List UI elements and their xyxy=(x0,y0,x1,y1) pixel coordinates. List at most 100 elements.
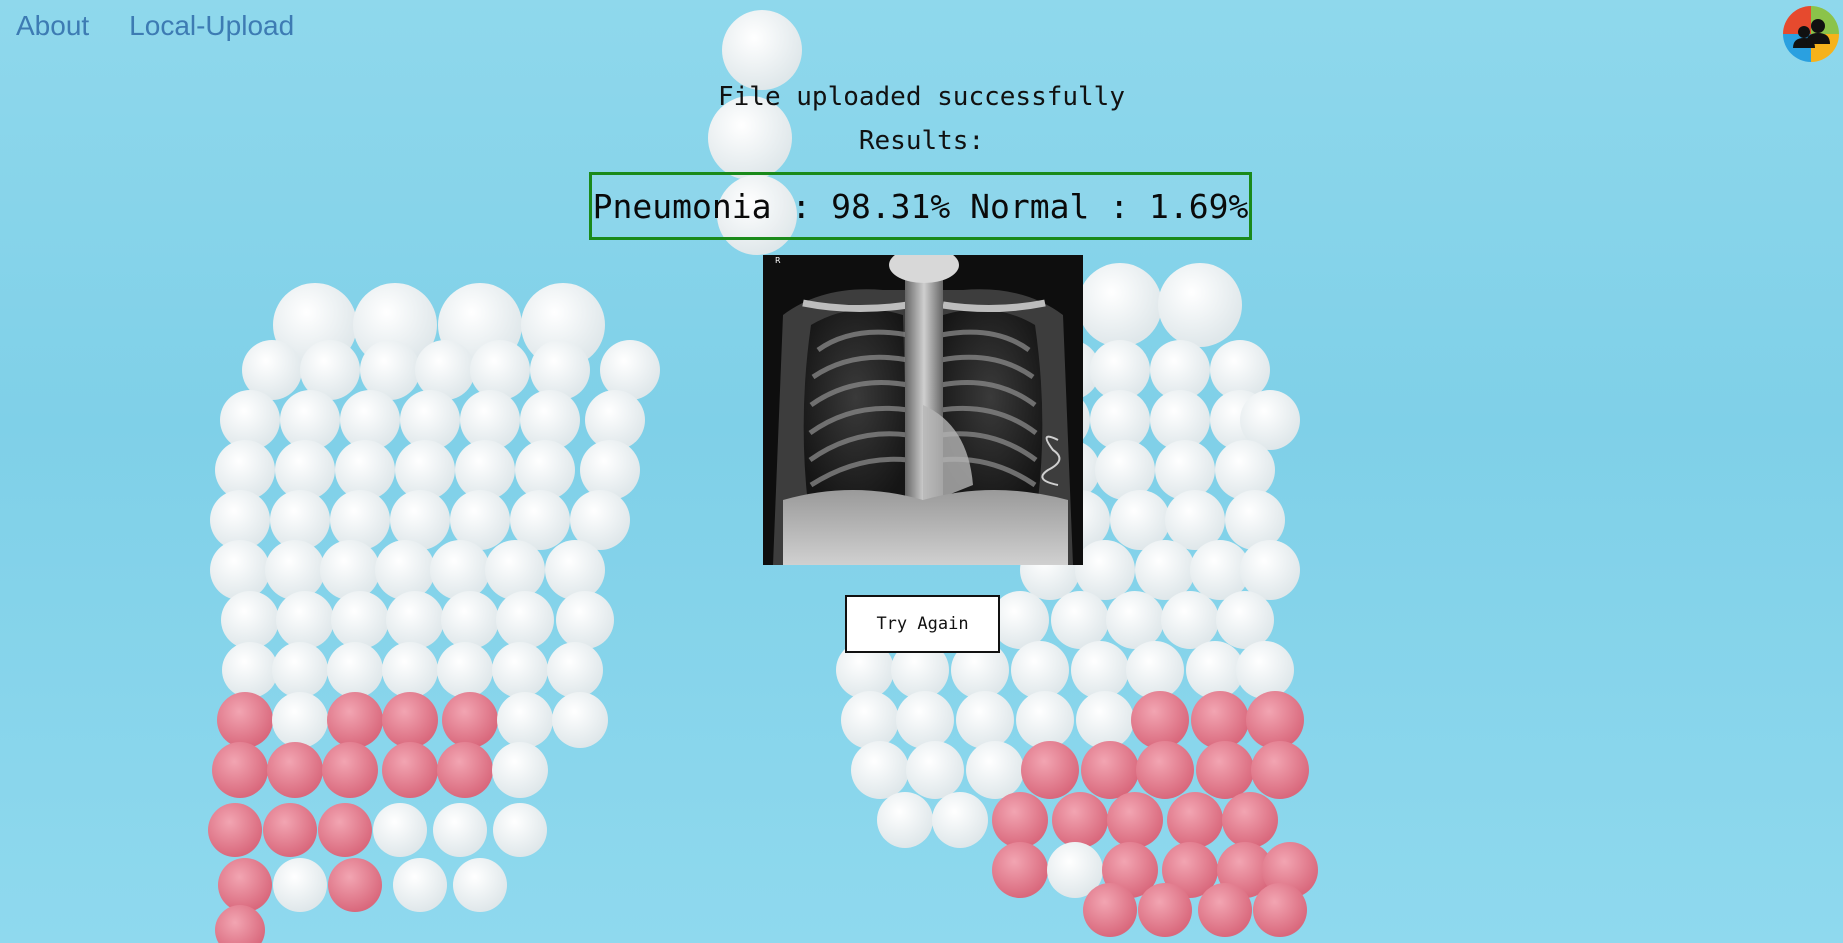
top-nav: About Local-Upload xyxy=(16,10,294,42)
pink-pill xyxy=(442,692,498,748)
white-pill xyxy=(386,591,444,649)
white-pill xyxy=(906,741,964,799)
white-pill xyxy=(1011,641,1069,699)
pink-pill xyxy=(1138,883,1192,937)
white-pill xyxy=(393,858,447,912)
white-pill xyxy=(585,390,645,450)
white-pill xyxy=(1240,390,1300,450)
white-pill xyxy=(455,440,515,500)
white-pill xyxy=(530,340,590,400)
white-pill xyxy=(1047,842,1103,898)
white-pill xyxy=(492,742,548,798)
pink-pill xyxy=(263,803,317,857)
pink-pill xyxy=(992,792,1048,848)
white-pill xyxy=(1155,440,1215,500)
white-pill xyxy=(1215,440,1275,500)
white-pill xyxy=(327,642,383,698)
pink-pill xyxy=(1198,883,1252,937)
white-pill xyxy=(497,692,553,748)
white-pill xyxy=(552,692,608,748)
white-pill xyxy=(242,340,302,400)
pink-pill xyxy=(212,742,268,798)
white-pill xyxy=(395,440,455,500)
white-pill xyxy=(1165,490,1225,550)
white-pill xyxy=(1016,691,1074,749)
white-pill xyxy=(1150,340,1210,400)
pink-pill xyxy=(218,858,272,912)
pink-pill xyxy=(1021,741,1079,799)
white-pill xyxy=(273,858,327,912)
white-pill xyxy=(1075,540,1135,600)
white-pill xyxy=(556,591,614,649)
white-pill xyxy=(265,540,325,600)
pink-pill xyxy=(1251,741,1309,799)
white-pill xyxy=(877,792,933,848)
results-heading: Results: xyxy=(858,126,985,156)
white-pill xyxy=(360,340,420,400)
white-pill xyxy=(1225,490,1285,550)
white-pill xyxy=(276,591,334,649)
pink-pill xyxy=(1222,792,1278,848)
pink-pill xyxy=(215,905,265,943)
white-pill xyxy=(510,490,570,550)
white-pill xyxy=(932,792,988,848)
white-pill xyxy=(1126,641,1184,699)
white-pill xyxy=(400,390,460,450)
white-pill xyxy=(841,691,899,749)
white-pill xyxy=(1135,540,1195,600)
white-pill xyxy=(493,803,547,857)
pink-pill xyxy=(1052,792,1108,848)
white-pill xyxy=(1240,540,1300,600)
white-pill xyxy=(390,490,450,550)
white-pill xyxy=(441,591,499,649)
white-pill xyxy=(272,642,328,698)
white-pill xyxy=(1110,490,1170,550)
white-pill xyxy=(717,175,797,255)
white-pill xyxy=(331,591,389,649)
white-pill xyxy=(1051,591,1109,649)
white-pill xyxy=(1190,540,1250,600)
white-pill xyxy=(1186,641,1244,699)
white-pill xyxy=(600,340,660,400)
white-pill xyxy=(896,691,954,749)
prediction-result-box: Pneumonia : 98.31% Normal : 1.69% xyxy=(589,172,1252,240)
white-pill xyxy=(330,490,390,550)
white-pill xyxy=(222,642,278,698)
white-pill xyxy=(460,390,520,450)
white-pill xyxy=(415,340,475,400)
users-group-icon[interactable] xyxy=(1783,6,1839,62)
white-pill xyxy=(1161,591,1219,649)
pink-pill xyxy=(1162,842,1218,898)
white-pill xyxy=(210,540,270,600)
white-pill xyxy=(708,96,792,180)
white-pill xyxy=(722,10,802,90)
white-pill xyxy=(851,741,909,799)
pink-pill xyxy=(1196,741,1254,799)
nav-about-link[interactable]: About xyxy=(16,10,90,41)
pink-pill xyxy=(1253,883,1307,937)
pink-pill xyxy=(1131,691,1189,749)
pink-pill xyxy=(327,692,383,748)
pink-pill xyxy=(267,742,323,798)
white-pill xyxy=(210,490,270,550)
white-pill xyxy=(1078,263,1162,347)
white-pill xyxy=(951,641,1009,699)
uploaded-xray-image: R xyxy=(763,255,1083,565)
white-pill xyxy=(437,642,493,698)
white-pill xyxy=(891,641,949,699)
white-pill xyxy=(340,390,400,450)
white-pill xyxy=(1071,641,1129,699)
white-pill xyxy=(300,340,360,400)
pink-pill xyxy=(217,692,273,748)
white-pill xyxy=(375,540,435,600)
pink-pill xyxy=(1136,741,1194,799)
white-pill xyxy=(470,340,530,400)
white-pill xyxy=(545,540,605,600)
white-pill xyxy=(280,390,340,450)
pink-pill xyxy=(1083,883,1137,937)
nav-local-upload-link[interactable]: Local-Upload xyxy=(129,10,295,41)
white-pill xyxy=(215,440,275,500)
try-again-button[interactable]: Try Again xyxy=(845,595,1000,653)
white-pill xyxy=(1216,591,1274,649)
